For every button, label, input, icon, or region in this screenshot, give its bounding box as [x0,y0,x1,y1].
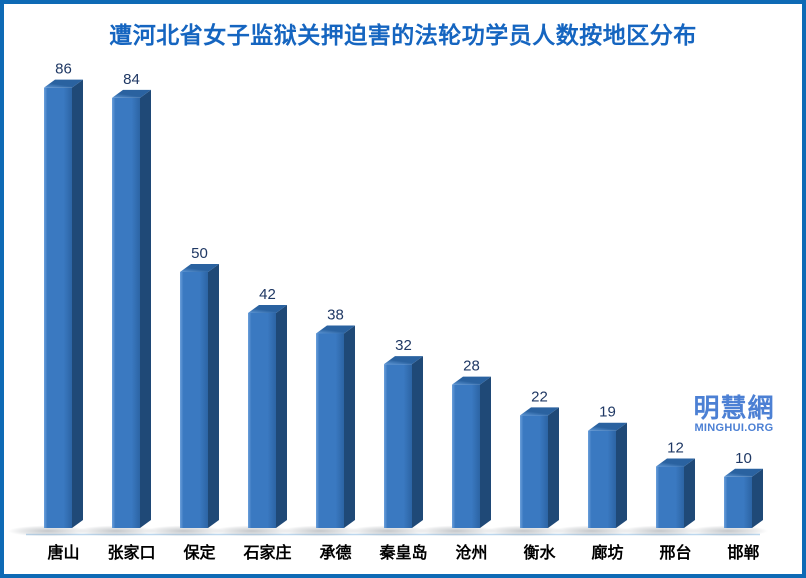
bar-value-label: 84 [123,71,140,88]
bar-category-label: 承德 [319,543,351,562]
bar-shadow [416,525,496,537]
bar-shadow [144,525,224,537]
bar-category-label: 邯郸 [727,543,759,562]
bar-group-石家庄: 42 石家庄 [212,286,292,562]
bar-group-张家口: 84 张家口 [76,71,156,562]
bar-top-face [180,264,219,272]
bar-value-label: 28 [463,358,480,375]
bar-value-label: 86 [55,61,72,78]
bar-value-label: 38 [327,306,344,323]
bar-top-face [520,407,559,416]
bar-front-face [248,312,276,528]
bar-shadow [620,525,700,537]
bar-front-face [656,466,684,528]
bar-category-label: 衡水 [523,543,556,562]
bar-shadow [688,525,768,537]
bar-top-face [316,325,355,334]
bar-side-face [72,79,83,529]
bar-top-face [44,79,83,88]
bar-front-face [384,364,412,528]
bar-value-label: 42 [259,286,276,303]
bar-top-face [112,89,151,98]
bar-value-label: 12 [667,440,684,457]
bar-value-label: 10 [735,450,752,467]
bar-value-label: 22 [531,388,548,405]
bar-shadow [552,525,632,537]
bar-value-label: 19 [599,404,616,421]
bar-top-face [384,356,423,365]
bar-side-face [752,468,763,528]
bar-front-face [180,272,208,528]
bar-group-邯郸: 10 邯郸 [688,450,768,562]
bar-category-label: 张家口 [107,543,155,562]
bar-top-face [656,458,695,467]
bar-shadow [348,525,428,537]
bar-side-face [208,264,219,528]
bar-chart-canvas: 86唐山84张家口50保定42石家庄38承德32秦皇岛28沧州22衡水19廊坊1… [8,61,768,562]
bar-category-label: 秦皇岛 [378,543,427,562]
minghui-watermark: 明慧網 MINGHUI.ORG [686,394,782,435]
bar-side-face [276,304,287,528]
bar-front-face [44,87,72,529]
bar-top-face [248,304,287,313]
bar-category-label: 廊坊 [591,543,623,562]
bar-category-label: 唐山 [47,543,79,562]
bar-group-秦皇岛: 32 秦皇岛 [348,337,428,562]
bar-side-face [480,376,491,528]
bar-side-face [616,422,627,528]
bar-front-face [316,333,344,528]
bar-side-face [684,458,695,528]
bar-shadow [76,525,156,537]
chart-title: 遭河北省女子监狱关押迫害的法轮功学员人数按地区分布 [109,22,697,48]
bar-front-face [588,430,616,528]
bar-front-face [520,415,548,528]
bar-front-face [724,476,752,528]
bar-side-face [548,407,559,528]
bar-group-承德: 38 承德 [280,306,360,562]
bar-shadow [212,525,292,537]
bar-group-沧州: 28 沧州 [416,358,496,562]
bar-front-face [112,97,140,529]
bar-group-邢台: 12 邢台 [620,440,700,562]
bar-shadow [8,525,88,537]
bar-front-face [452,384,480,528]
bar-category-label: 保定 [182,543,215,562]
bar-category-label: 沧州 [455,543,487,562]
bar-category-label: 邢台 [658,543,691,562]
bar-group-保定: 50 保定 [144,245,224,562]
bar-top-face [588,422,627,431]
bar-side-face [412,356,423,528]
bar-shadow [484,525,564,537]
watermark-chinese-text: 明慧網 [693,393,775,423]
bar-shadow [280,525,360,537]
bar-side-face [344,325,355,528]
bar-top-face [452,376,491,385]
watermark-english-text: MINGHUI.ORG [694,422,774,434]
bar-group-唐山: 86 唐山 [8,61,88,562]
bar-top-face [724,468,763,477]
bar-value-label: 32 [395,337,412,354]
bar-group-衡水: 22 衡水 [484,388,564,562]
bar-side-face [140,89,151,529]
bar-category-label: 石家庄 [242,543,291,562]
bar-group-廊坊: 19 廊坊 [552,404,632,562]
bar-value-label: 50 [191,245,208,262]
